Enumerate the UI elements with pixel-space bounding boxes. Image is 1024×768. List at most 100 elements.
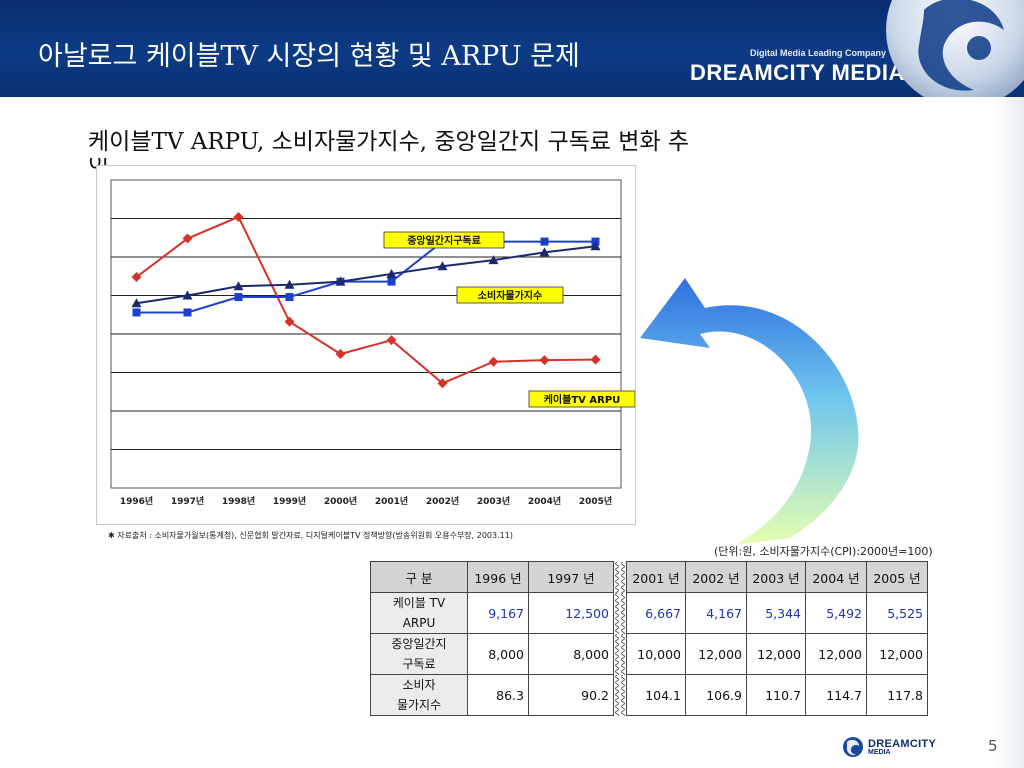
data-point bbox=[234, 293, 243, 302]
row-label: 중앙일간지 구독료 bbox=[370, 633, 468, 675]
table-cell: 106.9 bbox=[685, 674, 747, 716]
table-cell: 6,667 bbox=[626, 592, 686, 634]
table-row: 케이블 TV ARPU 9,167 12,500 6,667 4,167 5,34… bbox=[370, 592, 928, 634]
data-point bbox=[284, 279, 295, 289]
dreamcity-logo-icon bbox=[886, 0, 1024, 97]
data-point bbox=[182, 290, 193, 300]
table-cell: 90.2 bbox=[528, 674, 614, 716]
table-cell: 9,167 bbox=[467, 592, 529, 634]
x-tick-label: 2003년 bbox=[477, 495, 510, 507]
table-row: 중앙일간지 구독료 8,000 8,000 10,000 12,000 12,00… bbox=[370, 633, 928, 675]
data-point bbox=[233, 211, 244, 222]
x-tick-label: 1999년 bbox=[273, 495, 306, 507]
footer-logo-name: DREAMCITY bbox=[868, 738, 937, 750]
series-label-box bbox=[528, 390, 635, 408]
data-point bbox=[182, 233, 193, 244]
series-line bbox=[135, 215, 596, 385]
table-header-cell: 2002 년 bbox=[685, 561, 747, 593]
data-point bbox=[590, 241, 601, 251]
data-point bbox=[285, 293, 294, 302]
data-table: 구 분 1996 년 1997 년 2001 년 2002 년 2003 년 2… bbox=[370, 561, 928, 716]
series-label-box bbox=[456, 286, 564, 304]
break-squiggle-icon bbox=[615, 674, 625, 716]
table-cell: 10,000 bbox=[626, 633, 686, 675]
table-cell: 12,000 bbox=[805, 633, 867, 675]
series-label: 중앙일간지구독료 bbox=[407, 234, 481, 247]
table-cell: 4,167 bbox=[685, 592, 747, 634]
break-squiggle-icon bbox=[615, 633, 625, 675]
slide-header: 아날로그 케이블TV 시장의 현황 및 ARPU 문제 Digital Medi… bbox=[0, 0, 1024, 97]
line-chart: 1996년 1997년 1998년 1999년 2000년 2001년 2002년 2003년… bbox=[96, 165, 636, 525]
data-point bbox=[335, 276, 346, 286]
series-line bbox=[136, 240, 596, 314]
series-label-box bbox=[383, 231, 505, 249]
data-point bbox=[437, 261, 448, 271]
table-header-cell: 2005 년 bbox=[866, 561, 928, 593]
table-cell: 8,000 bbox=[528, 633, 614, 675]
x-tick-label: 2002년 bbox=[426, 495, 459, 507]
x-tick-label: 1998년 bbox=[222, 495, 255, 507]
series-label: 소비자물가지수 bbox=[478, 289, 542, 302]
brand-name: DREAMCITY MEDIA bbox=[690, 60, 905, 85]
data-point bbox=[183, 308, 192, 317]
x-tick-label: 1997년 bbox=[171, 495, 204, 507]
data-point bbox=[233, 281, 244, 291]
data-point bbox=[488, 255, 499, 265]
table-header-cell: 2003 년 bbox=[746, 561, 806, 593]
data-point bbox=[540, 237, 549, 246]
data-point bbox=[386, 335, 397, 346]
data-point bbox=[387, 277, 396, 286]
table-cell: 114.7 bbox=[805, 674, 867, 716]
series-line bbox=[136, 245, 596, 305]
table-cell: 12,000 bbox=[746, 633, 806, 675]
row-label: 케이블 TV ARPU bbox=[370, 592, 468, 634]
table-break bbox=[613, 633, 627, 675]
data-point bbox=[488, 356, 499, 367]
data-point bbox=[590, 354, 601, 365]
unit-note: (단위:원, 소비자물가지수(CPI):2000년=100) bbox=[714, 545, 933, 558]
table-cell: 117.8 bbox=[866, 674, 928, 716]
curved-arrow-icon bbox=[640, 278, 859, 545]
table-cell: 86.3 bbox=[467, 674, 529, 716]
row-label: 소비자 물가지수 bbox=[370, 674, 468, 716]
data-point bbox=[284, 316, 295, 327]
table-header-row: 구 분 1996 년 1997 년 2001 년 2002 년 2003 년 2… bbox=[370, 561, 928, 593]
table-header-cell: 2001 년 bbox=[626, 561, 686, 593]
table-cell: 110.7 bbox=[746, 674, 806, 716]
data-point bbox=[132, 308, 141, 317]
data-point bbox=[131, 272, 142, 283]
data-point bbox=[539, 247, 550, 257]
table-break bbox=[613, 561, 627, 593]
chart-subtitle: 케이블TV ARPU, 소비자물가지수, 중앙일간지 구독료 변화 추 bbox=[88, 129, 690, 155]
data-point bbox=[539, 355, 550, 366]
page-number: 5 bbox=[988, 737, 998, 755]
table-cell: 12,000 bbox=[685, 633, 747, 675]
table-cell: 12,500 bbox=[528, 592, 614, 634]
break-squiggle-icon bbox=[615, 592, 625, 634]
series-label: 케이블TV ARPU bbox=[544, 393, 621, 406]
table-cell: 12,000 bbox=[866, 633, 928, 675]
table-header-cell: 구 분 bbox=[370, 561, 468, 593]
break-squiggle-icon bbox=[615, 561, 625, 593]
x-tick-label: 2004년 bbox=[528, 495, 561, 507]
x-tick-label: 2000년 bbox=[324, 495, 357, 507]
x-tick-label: 2005년 bbox=[579, 495, 612, 507]
table-cell: 104.1 bbox=[626, 674, 686, 716]
table-cell: 5,525 bbox=[866, 592, 928, 634]
footer-logo: DREAMCITY MEDIA bbox=[842, 736, 936, 762]
line-chart-svg: 1996년 1997년 1998년 1999년 2000년 2001년 2002년 2003년… bbox=[110, 179, 635, 507]
data-point bbox=[131, 298, 142, 308]
x-tick-label: 1996년 bbox=[120, 495, 153, 507]
x-tick-label: 2001년 bbox=[375, 495, 408, 507]
footer-logo-icon bbox=[843, 737, 863, 757]
table-header-cell: 1996 년 bbox=[467, 561, 529, 593]
source-note: ✱ 자료출처 : 소비자물가월보(통계청), 신문협회 발간자료, 디지털케이블… bbox=[108, 531, 513, 540]
data-point bbox=[335, 349, 346, 360]
table-cell: 5,492 bbox=[805, 592, 867, 634]
data-point bbox=[437, 378, 448, 389]
table-break bbox=[613, 674, 627, 716]
table-cell: 8,000 bbox=[467, 633, 529, 675]
brand-tagline: Digital Media Leading Company bbox=[750, 48, 887, 58]
table-break bbox=[613, 592, 627, 634]
table-cell: 5,344 bbox=[746, 592, 806, 634]
